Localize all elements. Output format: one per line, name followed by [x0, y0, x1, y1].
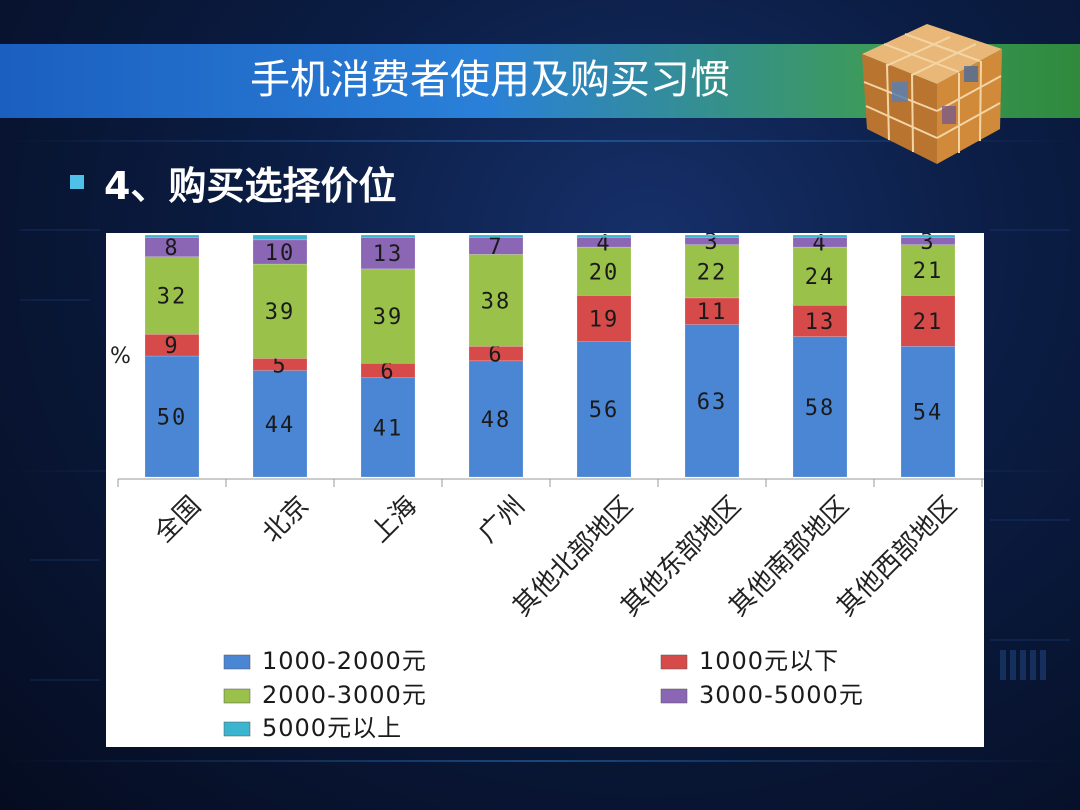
bar-segment: [576, 341, 632, 478]
data-label: 4: [812, 233, 827, 256]
bar-segment: [792, 336, 848, 478]
data-label: 9: [164, 334, 179, 359]
y-axis-label: %: [110, 344, 131, 369]
legend-swatch: [223, 654, 251, 670]
bar-segment: [900, 295, 956, 347]
bar-segment: [252, 239, 308, 265]
bar-segment: [900, 234, 956, 238]
data-label: 44: [265, 413, 296, 438]
data-label: 11: [697, 300, 728, 325]
data-label: 6: [488, 343, 503, 368]
legend-label: 3000-5000元: [699, 681, 864, 709]
bar-segment: [900, 244, 956, 296]
data-label: 39: [265, 300, 296, 325]
bar-segment: [684, 324, 740, 478]
bar-segment: [252, 234, 308, 241]
data-label: 39: [373, 305, 404, 330]
bar-segment: [576, 246, 632, 296]
data-label: 32: [157, 285, 188, 310]
bar-segment: [468, 360, 524, 478]
bar-segment: [684, 234, 740, 238]
bullet-item: 4、购买选择价位: [70, 156, 396, 208]
data-label: 21: [913, 310, 944, 335]
bar-segment: [684, 297, 740, 325]
legend-swatch: [223, 688, 251, 704]
bar-segment: [360, 237, 416, 270]
data-label: 48: [481, 408, 512, 433]
chart-panel: % 50 9 32 8 44 5 39 10 41 6 39 13 48 6 38 7 56 19 20 4 63 11 22…: [106, 233, 984, 747]
legend-label: 5000元以上: [262, 714, 402, 742]
bar-segment: [144, 234, 200, 238]
data-label: 6: [380, 360, 395, 385]
stacked-bar-chart: % 50 9 32 8 44 5 39 10 41 6 39 13 48 6 38 7 56 19 20 4 63 11 22…: [110, 233, 984, 742]
bar-segment: [360, 234, 416, 238]
data-label: 10: [265, 241, 296, 266]
bar-segment: [684, 244, 740, 299]
bar-segment: [252, 263, 308, 359]
data-label: 38: [481, 289, 512, 314]
data-label: 41: [373, 416, 404, 441]
data-label: 20: [589, 260, 620, 285]
legend-swatch: [223, 721, 251, 737]
data-label: 58: [805, 396, 836, 421]
legend-label: 1000-2000元: [262, 647, 427, 675]
legend-label: 1000元以下: [699, 647, 839, 675]
data-label: 3: [920, 233, 935, 255]
bar-segment: [576, 234, 632, 238]
bar-segment: [792, 234, 848, 238]
data-label: 13: [805, 310, 836, 335]
x-tick-label: 全国: [149, 491, 207, 549]
data-label: 63: [697, 390, 728, 415]
bar-segment: [576, 295, 632, 342]
bar-segment: [468, 234, 524, 238]
bar-segment: [252, 370, 308, 478]
legend-label: 2000-3000元: [262, 681, 427, 709]
bullet-text: 4、购买选择价位: [104, 163, 397, 208]
bar-segment: [360, 377, 416, 478]
data-label: 13: [373, 242, 404, 267]
data-label: 3: [704, 233, 719, 255]
data-label: 7: [488, 235, 503, 260]
bar-segment: [900, 346, 956, 478]
bullet-marker-icon: [70, 175, 84, 189]
data-label: 54: [913, 401, 944, 426]
legend-swatch: [660, 654, 688, 670]
cube-logo-icon: [862, 24, 1002, 164]
slide-title: 手机消费者使用及购买习惯: [250, 57, 730, 103]
data-label: 8: [164, 236, 179, 261]
data-label: 21: [913, 259, 944, 284]
bar-segment: [468, 254, 524, 347]
x-tick-label: 北京: [257, 491, 315, 549]
data-label: 4: [596, 233, 611, 256]
data-label: 56: [589, 398, 620, 423]
bar-segment: [360, 268, 416, 364]
x-tick-label: 上海: [365, 491, 423, 549]
data-label: 50: [157, 406, 188, 431]
bar-segment: [792, 246, 848, 306]
data-label: 5: [272, 353, 287, 378]
x-tick-label: 广州: [473, 491, 531, 549]
data-label: 22: [697, 260, 728, 285]
data-label: 24: [805, 265, 836, 290]
legend-swatch: [660, 688, 688, 704]
data-label: 19: [589, 307, 620, 332]
